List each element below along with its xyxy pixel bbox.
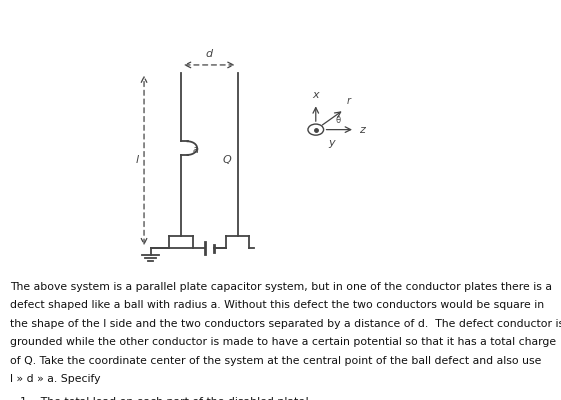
Text: r: r — [346, 96, 350, 106]
Text: y: y — [328, 138, 334, 148]
Text: θ: θ — [336, 116, 341, 125]
Text: defect shaped like a ball with radius a. Without this defect the two conductors : defect shaped like a ball with radius a.… — [10, 300, 544, 310]
Text: x: x — [312, 90, 319, 100]
Text: a: a — [192, 145, 198, 155]
Text: 1.   The total load on each part of the disabled plate!: 1. The total load on each part of the di… — [20, 397, 309, 400]
Text: Q: Q — [222, 156, 231, 166]
Text: The above system is a parallel plate capacitor system, but in one of the conduct: The above system is a parallel plate cap… — [10, 282, 552, 292]
Text: l: l — [136, 156, 139, 166]
Text: l » d » a. Specify: l » d » a. Specify — [10, 374, 100, 384]
Text: of Q. Take the coordinate center of the system at the central point of the ball : of Q. Take the coordinate center of the … — [10, 356, 541, 366]
Text: z: z — [359, 125, 365, 135]
Text: d: d — [206, 49, 213, 59]
Text: the shape of the l side and the two conductors separated by a distance of d.  Th: the shape of the l side and the two cond… — [10, 319, 561, 329]
Text: grounded while the other conductor is made to have a certain potential so that i: grounded while the other conductor is ma… — [10, 337, 556, 347]
